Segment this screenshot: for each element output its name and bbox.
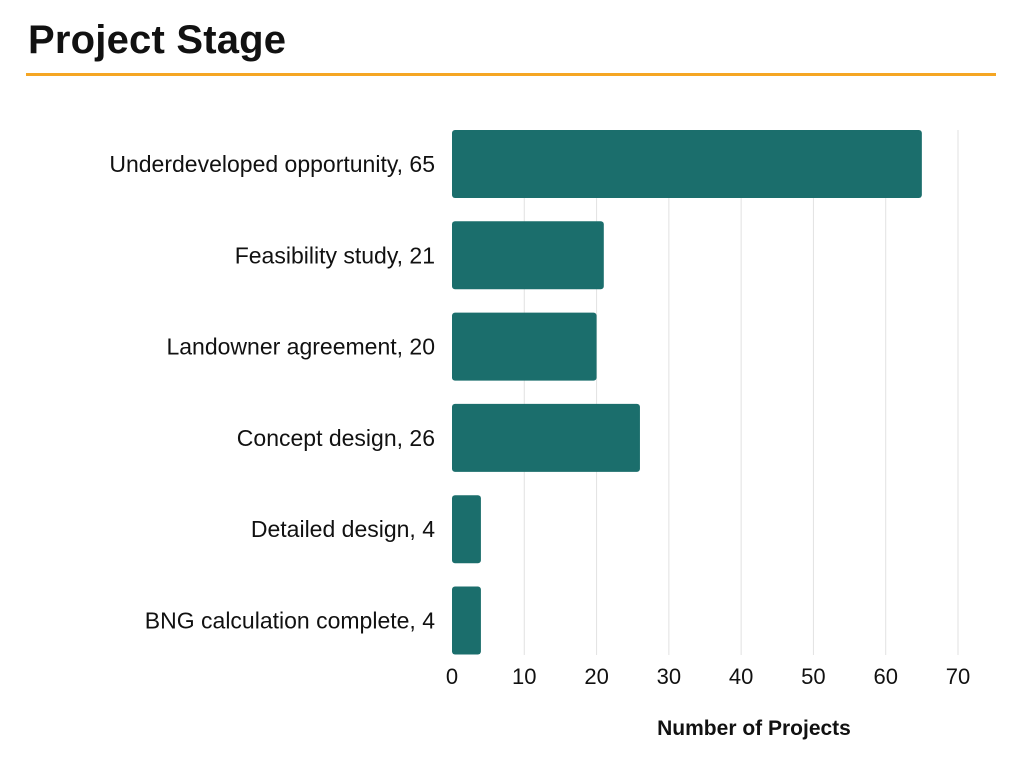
x-tick-labels: 0 10 20 30 40 50 60 70	[446, 664, 970, 689]
bar-feasibility-study	[452, 221, 604, 290]
bar-concept-design	[452, 403, 640, 472]
x-tick-label: 60	[873, 664, 897, 689]
category-label: Detailed design, 4	[251, 516, 435, 542]
category-label: Underdeveloped opportunity, 65	[109, 151, 435, 177]
x-tick-label: 30	[657, 664, 681, 689]
x-axis-title: Number of Projects	[657, 717, 851, 740]
category-label: BNG calculation complete, 4	[145, 608, 435, 634]
category-labels: Underdeveloped opportunity, 65 Feasibilit…	[109, 151, 435, 634]
bar-landowner-agreement	[452, 312, 597, 381]
x-tick-label: 20	[584, 664, 608, 689]
bar-bng-calculation-complete	[452, 586, 481, 655]
bars	[452, 130, 922, 655]
category-label: Concept design, 26	[237, 425, 435, 451]
gridlines	[523, 130, 959, 655]
x-tick-label: 70	[946, 664, 970, 689]
category-label: Feasibility study, 21	[235, 242, 435, 268]
x-tick-label: 10	[512, 664, 536, 689]
x-tick-label: 50	[801, 664, 825, 689]
title-underline	[26, 73, 996, 76]
category-label: Landowner agreement, 20	[166, 334, 435, 360]
bar-underdeveloped-opportunity	[452, 130, 922, 198]
bar-detailed-design	[452, 495, 481, 564]
x-tick-label: 0	[446, 664, 458, 689]
x-tick-label: 40	[729, 664, 753, 689]
page-title: Project Stage	[28, 18, 287, 62]
